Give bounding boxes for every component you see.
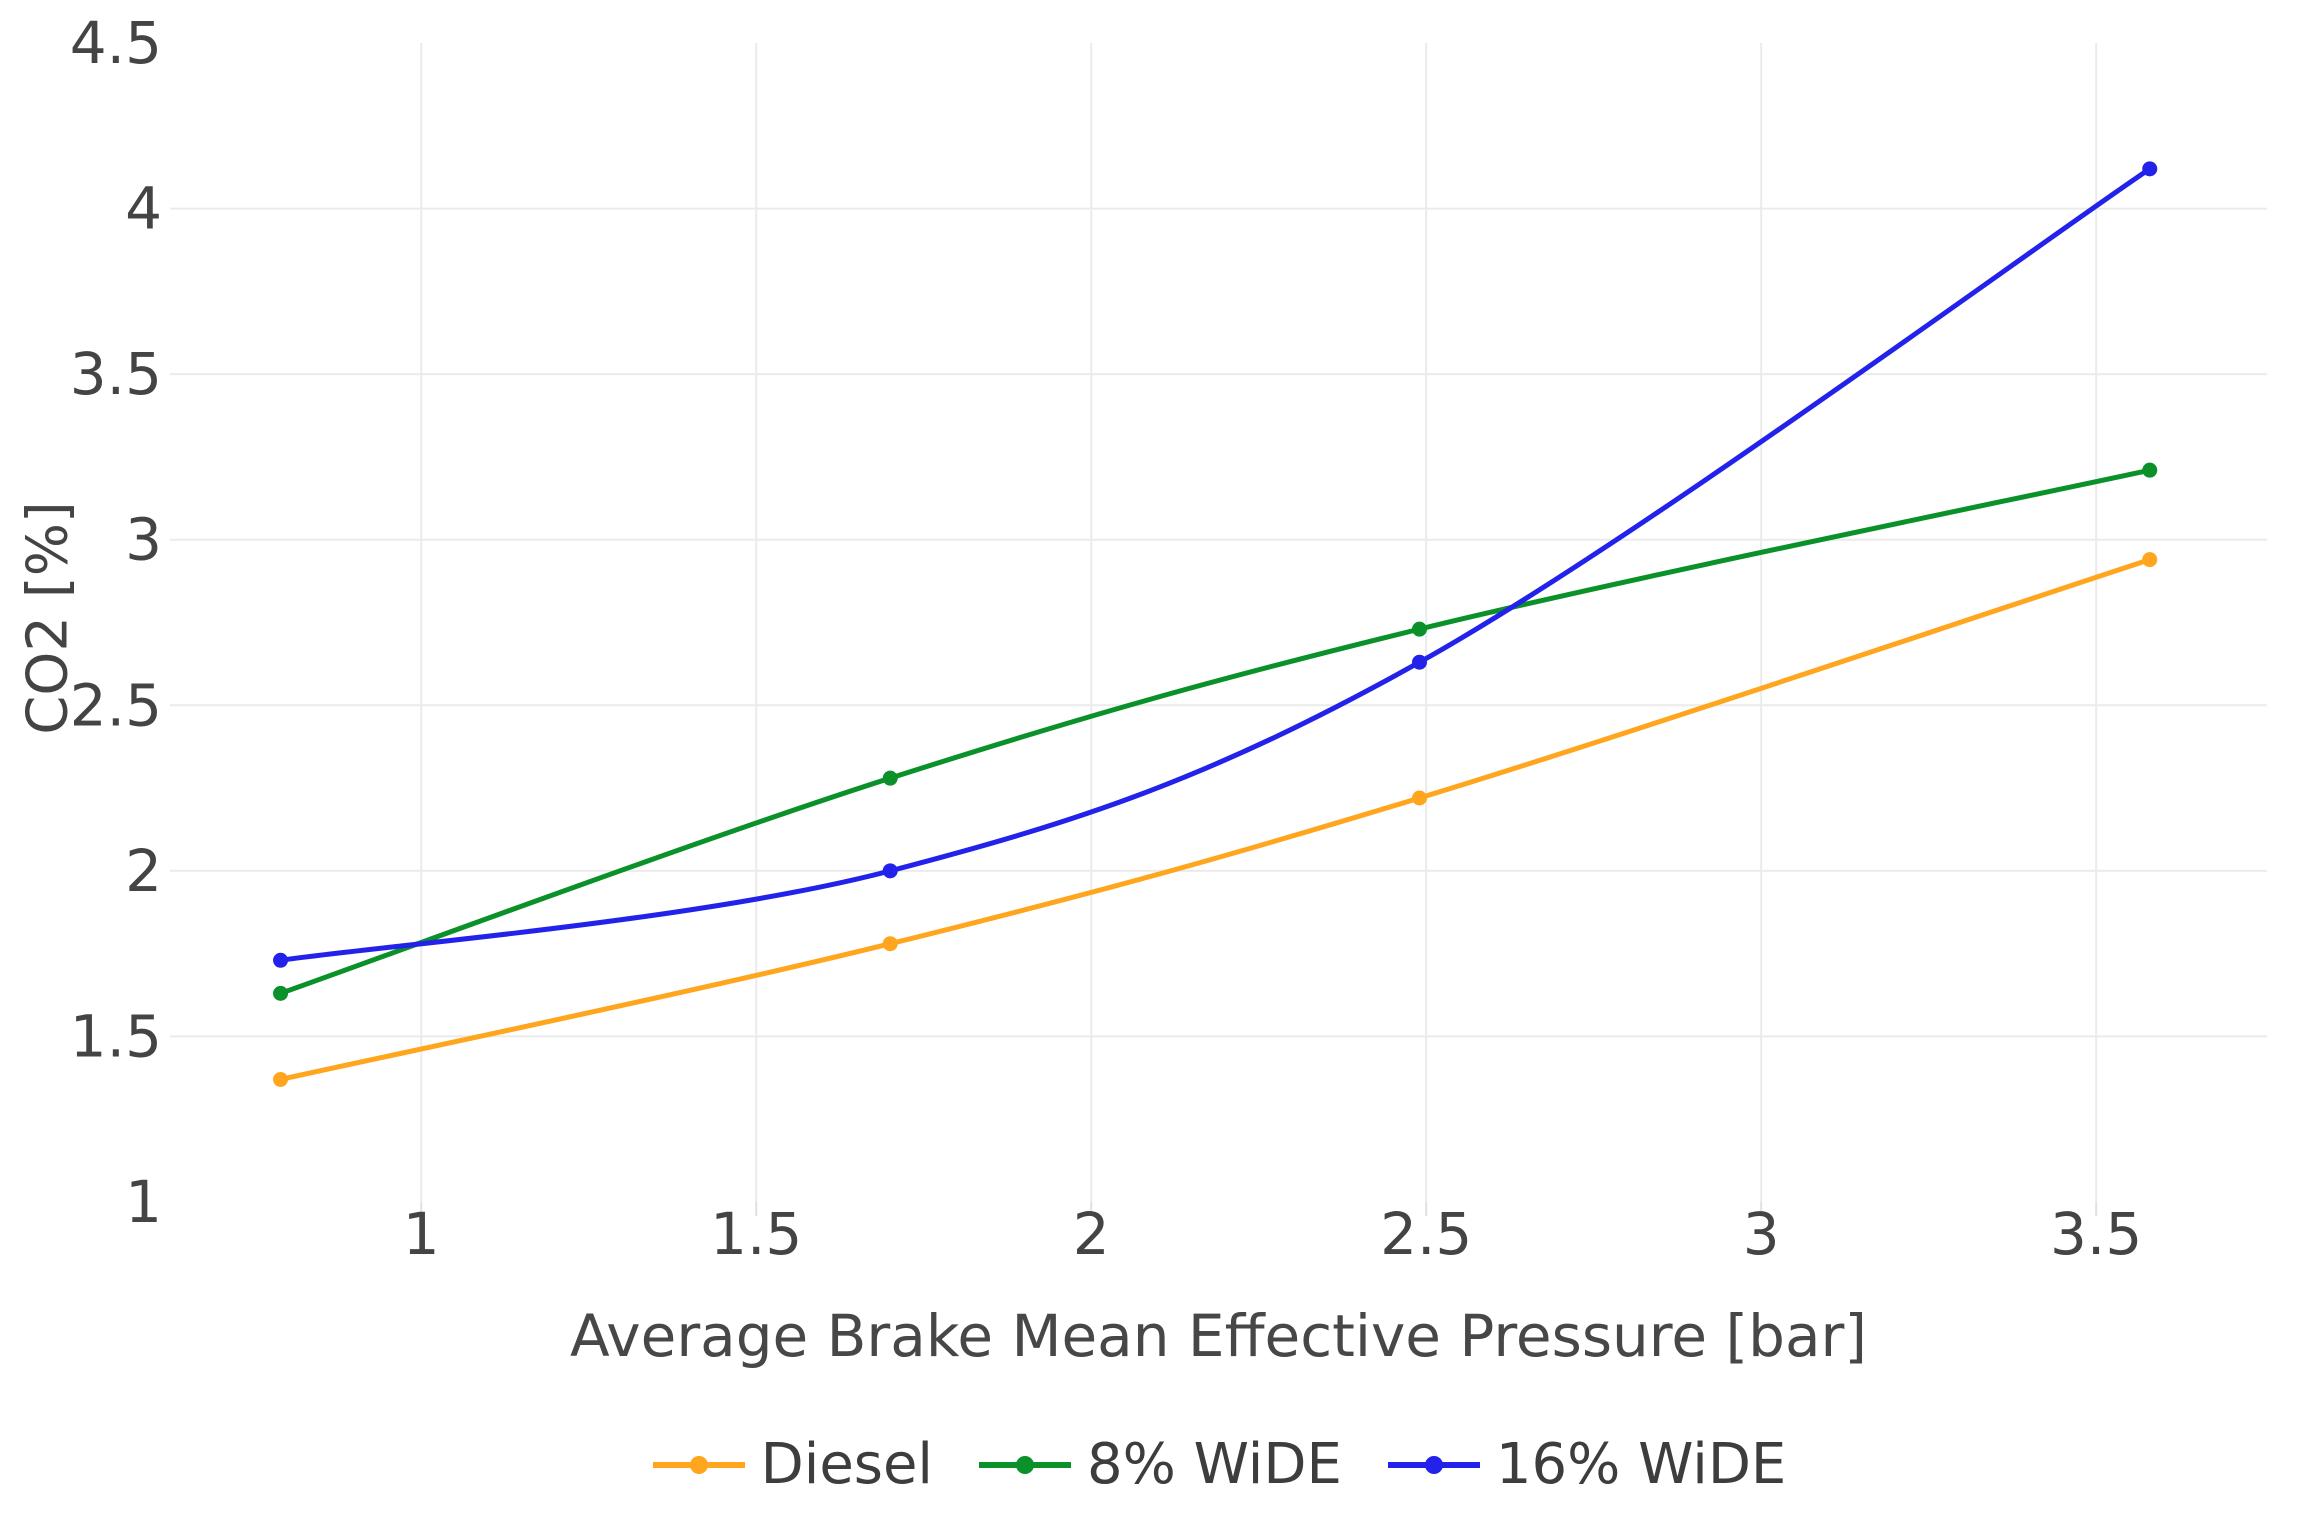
data-point-8-wide[interactable] (273, 985, 289, 1001)
legend-label-diesel: Diesel (760, 1432, 933, 1497)
y-tick-label: 4 (125, 175, 162, 243)
x-tick-label: 2.5 (1380, 1200, 1472, 1268)
data-point-16-wide[interactable] (2142, 161, 2158, 177)
data-point-8-wide[interactable] (2142, 462, 2158, 478)
y-tick-label: 2 (125, 837, 162, 905)
legend-swatch-8-wide (979, 1455, 1071, 1474)
x-tick-label: 3.5 (2050, 1200, 2142, 1268)
y-tick-label: 1.5 (70, 1002, 162, 1070)
data-point-diesel[interactable] (1411, 790, 1427, 806)
chart-legend: Diesel 8% WiDE 16% WiDE (170, 1432, 2267, 1497)
data-point-8-wide[interactable] (882, 770, 898, 786)
y-tick-label: 1 (125, 1168, 162, 1236)
legend-swatch-16-wide (1387, 1455, 1480, 1474)
y-tick-label: 2.5 (70, 671, 162, 739)
legend-marker-icon (1016, 1455, 1034, 1474)
legend-label-16-wide: 16% WiDE (1495, 1432, 1787, 1497)
x-tick-label: 2 (1073, 1200, 1110, 1268)
x-tick-label: 1.5 (710, 1200, 802, 1268)
data-point-16-wide[interactable] (273, 952, 289, 968)
data-point-diesel[interactable] (273, 1071, 289, 1087)
x-axis-title: Average Brake Mean Effective Pressure [b… (570, 1302, 1867, 1370)
data-point-16-wide[interactable] (1411, 654, 1427, 670)
data-point-diesel[interactable] (882, 936, 898, 952)
y-axis-title: CO2 [%] (15, 501, 81, 735)
legend-label-8-wide: 8% WiDE (1087, 1432, 1342, 1497)
legend-marker-icon (1424, 1455, 1443, 1474)
series-line-diesel (278, 557, 2153, 1082)
data-point-8-wide[interactable] (1411, 621, 1427, 637)
y-tick-label: 3.5 (70, 340, 162, 408)
legend-item-8-wide[interactable]: 8% WiDE (977, 1432, 1342, 1497)
series-line-8-wide (278, 467, 2153, 996)
legend-item-16-wide[interactable]: 16% WiDE (1386, 1432, 1786, 1497)
legend-swatch-diesel (652, 1455, 745, 1474)
x-tick-label: 1 (403, 1200, 440, 1268)
legend-marker-icon (689, 1455, 708, 1474)
data-point-diesel[interactable] (2142, 552, 2158, 568)
y-tick-label: 4.5 (70, 9, 162, 77)
legend-item-diesel[interactable]: Diesel (651, 1432, 933, 1497)
data-point-16-wide[interactable] (882, 863, 898, 879)
x-tick-label: 3 (1743, 1200, 1780, 1268)
y-tick-label: 3 (125, 506, 162, 574)
series-line-16-wide (278, 166, 2153, 963)
